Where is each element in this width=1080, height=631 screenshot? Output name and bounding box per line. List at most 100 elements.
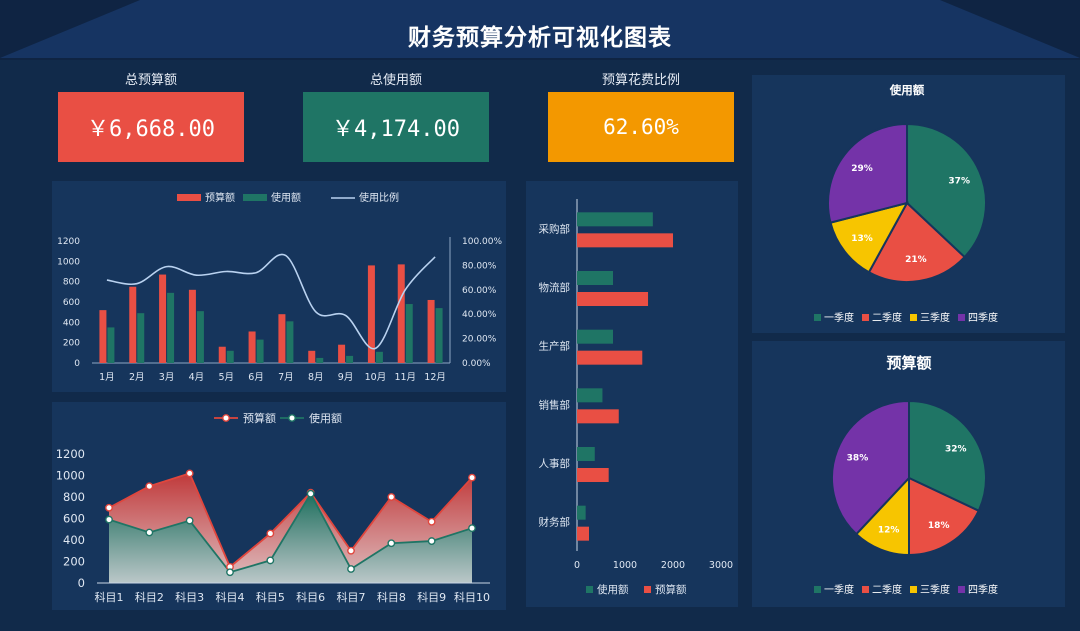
budget-pie-legend-swatch: [958, 586, 965, 593]
subject-x-tick-label: 科目2: [135, 590, 164, 604]
usage-pie-legend-swatch: [910, 314, 917, 321]
usage-pie-slice: [829, 201, 909, 274]
department-bar-usage: [577, 212, 653, 227]
usage-pie-legend-swatch: [862, 314, 869, 321]
subject-point-budget: [387, 493, 396, 501]
usage-pie-legend-swatch: [958, 314, 965, 321]
usage-pie-legend-label: 三季度: [920, 311, 950, 324]
monthly-x-tick-label: 3月: [159, 372, 175, 383]
usage-pie-slice: [906, 122, 987, 259]
monthly-x-tick-label: 6月: [248, 372, 264, 383]
usage-pie-panel: 使用额 37% 21% 13% 29% 一季度 二季度 三季度 四季度: [752, 75, 1065, 333]
subject-y-tick-label: 800: [63, 490, 85, 504]
department-bar-usage: [577, 271, 613, 285]
subject-area-usage: [109, 493, 472, 583]
monthly-bar-budget: [248, 331, 256, 363]
kpi-value-spend-ratio: 62.60%: [548, 92, 734, 162]
department-x-tick-label: 2000: [661, 560, 685, 571]
monthly-bar-budget: [99, 310, 107, 363]
monthly-bar-budget: [129, 286, 137, 363]
budget-pie-legend-swatch: [862, 586, 869, 593]
monthly-bar-usage: [405, 304, 413, 363]
usage-pie-legend-label: 一季度: [824, 311, 854, 324]
budget-pie-slice-label: 18%: [928, 521, 950, 531]
subject-x-tick-label: 科目8: [377, 590, 406, 604]
usage-pie-slice-label: 21%: [905, 255, 927, 265]
monthly-y-tick-label: 0: [74, 359, 80, 369]
monthly-ratio-line: [106, 253, 436, 350]
department-legend-swatch: [586, 586, 593, 593]
department-bar-budget: [577, 468, 609, 482]
department-legend-swatch: [644, 586, 651, 593]
usage-pie-slice-label: 13%: [851, 234, 873, 244]
monthly-y2-tick-label: 0.00%: [462, 359, 491, 369]
monthly-bar-budget: [278, 314, 286, 363]
monthly-bar-budget: [338, 344, 346, 363]
kpi-value-total-usage: ￥4,174.00: [303, 92, 489, 162]
monthly-y-tick-label: 800: [63, 278, 80, 288]
monthly-y2-tick-label: 80.00%: [462, 261, 497, 271]
monthly-y2-tick-label: 40.00%: [462, 310, 497, 320]
budget-pie-slice: [908, 476, 981, 557]
subject-x-tick-label: 科目3: [175, 590, 204, 604]
subject-point-usage: [266, 556, 275, 565]
subject-x-tick-label: 科目4: [216, 590, 245, 604]
monthly-x-tick-label: 4月: [189, 372, 205, 383]
subject-point-usage: [468, 524, 476, 533]
subject-x-tick-label: 科目10: [454, 590, 490, 604]
subject-point-usage: [427, 537, 436, 545]
subject-y-tick-label: 400: [63, 533, 85, 547]
title-band: [0, 0, 1080, 60]
subject-x-tick-label: 科目7: [337, 590, 366, 604]
department-category-label: 物流部: [539, 281, 571, 294]
subject-point-budget: [105, 503, 113, 512]
department-category-label: 生产部: [539, 340, 571, 353]
monthly-x-tick-label: 12月: [424, 372, 446, 383]
monthly-bar-usage: [375, 351, 383, 363]
monthly-x-tick-label: 1月: [99, 372, 115, 383]
subject-legend-label: 预算额: [243, 411, 276, 425]
budget-pie-chart: 预算额 32% 18% 12% 38% 一季度 二季度 三季度 四季度: [814, 354, 998, 596]
budget-pie-legend-swatch: [910, 586, 917, 593]
department-bar-usage: [577, 388, 603, 403]
department-bar-budget: [577, 526, 589, 541]
subject-point-budget: [347, 546, 355, 555]
page-title: 财务预算分析可视化图表: [408, 25, 672, 51]
department-category-label: 采购部: [539, 222, 571, 235]
monthly-y2-tick-label: 20.00%: [462, 335, 497, 345]
kpi-value-total-budget: ￥6,668.00: [58, 92, 244, 162]
monthly-x-tick-label: 10月: [365, 372, 387, 383]
monthly-bar-usage: [286, 321, 294, 363]
monthly-bar-usage: [167, 292, 175, 363]
budget-pie-slice-label: 12%: [878, 526, 900, 536]
budget-pie-slice: [908, 399, 987, 513]
department-bar-budget: [577, 350, 643, 365]
monthly-x-tick-label: 11月: [394, 372, 416, 383]
subject-legend-marker: [288, 414, 296, 422]
monthly-y-tick-label: 600: [63, 298, 80, 308]
monthly-bar-usage: [316, 357, 324, 363]
department-bar-budget: [577, 292, 649, 306]
subject-point-usage: [105, 515, 113, 524]
budget-pie-legend-label: 三季度: [920, 583, 950, 596]
department-category-label: 财务部: [539, 516, 571, 529]
monthly-legend-label: 使用额: [271, 191, 301, 204]
subject-point-usage: [185, 516, 194, 525]
subject-point-budget: [185, 469, 194, 478]
monthly-chart: 0 200 400 600 800 1000 1200 0.00% 20.00% 40.00% 60…: [57, 191, 502, 383]
subject-line-budget: [108, 472, 473, 569]
monthly-x-tick-label: 5月: [218, 372, 234, 383]
subject-y-tick-label: 1200: [56, 447, 85, 461]
department-bar-budget: [577, 233, 673, 248]
monthly-bar-budget: [367, 265, 375, 363]
department-category-label: 人事部: [539, 457, 571, 470]
subject-point-usage: [145, 528, 154, 537]
kpi-label-total-budget: 总预算额: [124, 73, 177, 88]
monthly-bar-usage: [137, 313, 145, 363]
subject-point-usage: [226, 568, 234, 577]
budget-pie-slice: [831, 399, 910, 536]
monthly-x-tick-label: 8月: [308, 372, 324, 383]
subject-point-usage: [306, 489, 315, 498]
monthly-y-tick-label: 200: [63, 339, 80, 349]
usage-pie-legend-swatch: [814, 314, 821, 321]
